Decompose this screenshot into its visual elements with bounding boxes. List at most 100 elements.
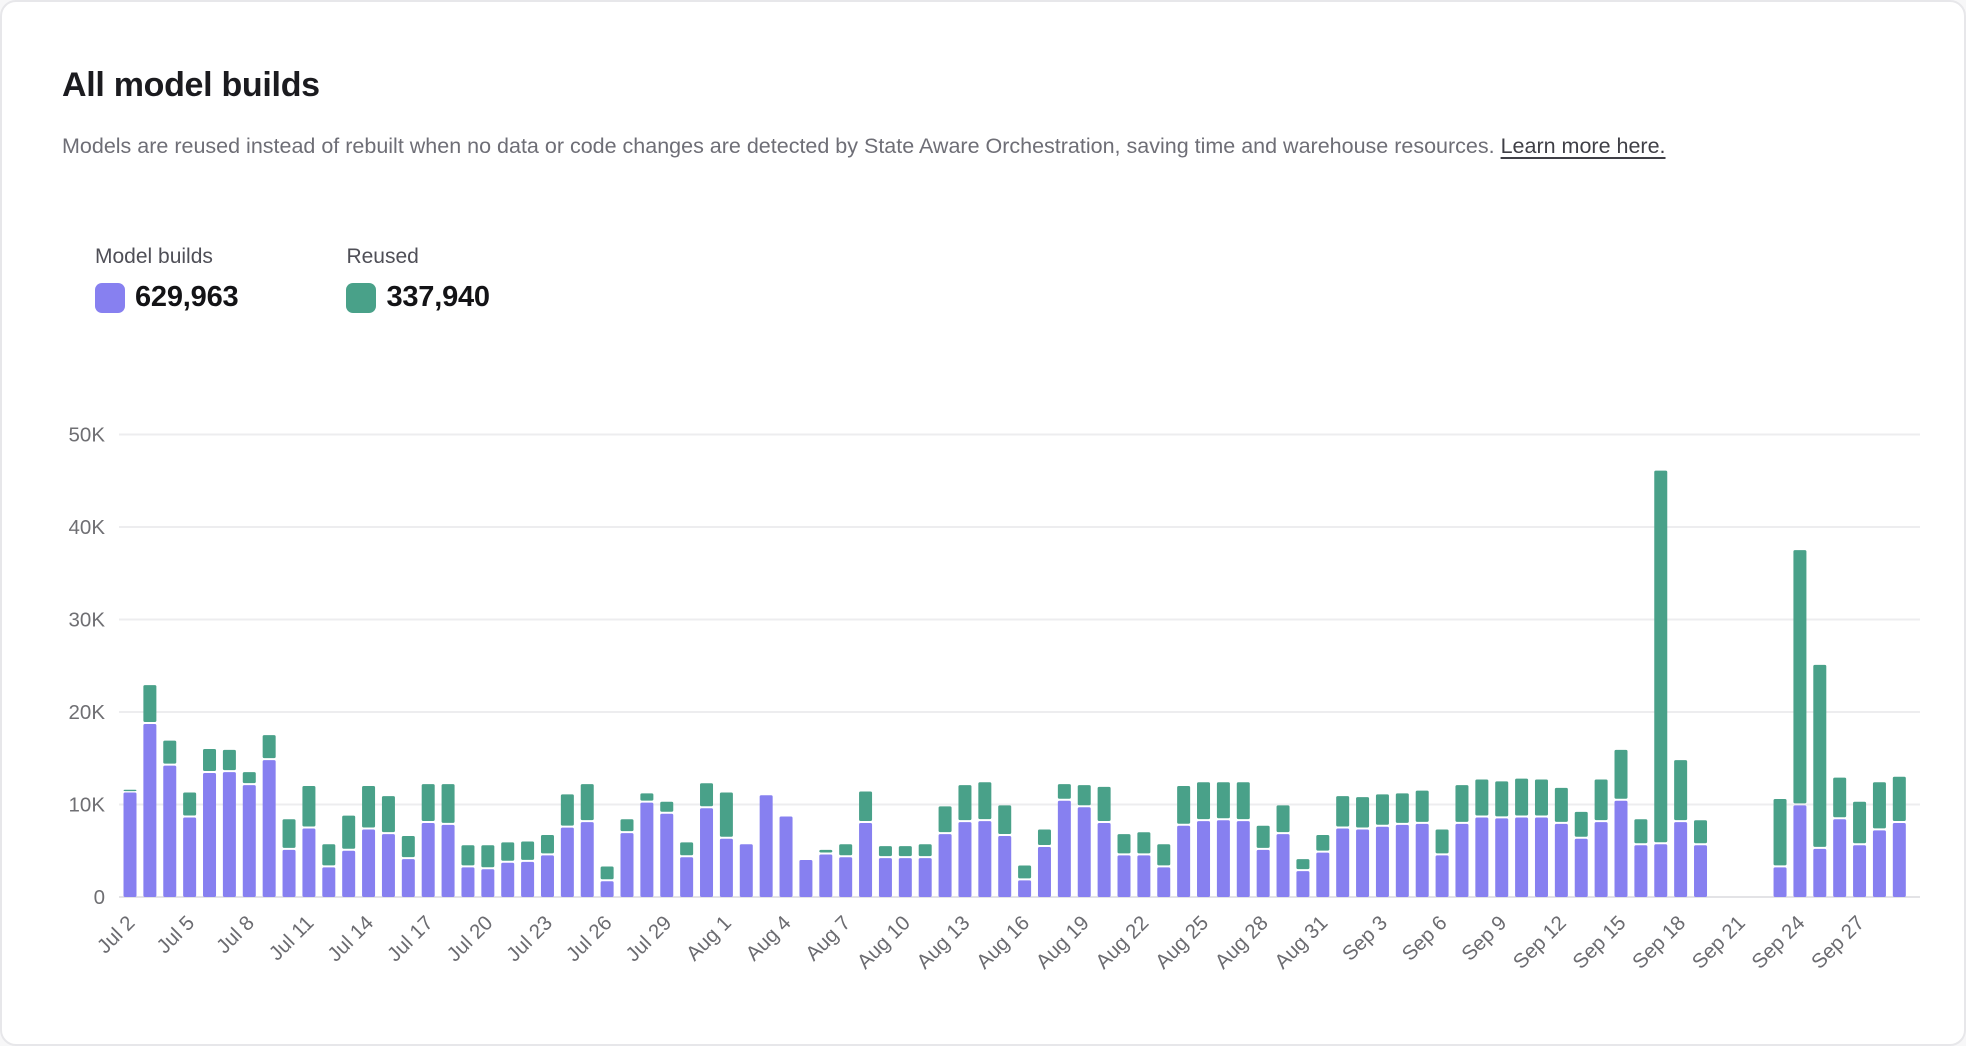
bar-reused[interactable]: [1853, 801, 1867, 844]
bar-model-builds[interactable]: [958, 822, 972, 897]
bar-model-builds[interactable]: [1395, 824, 1409, 897]
bar-model-builds[interactable]: [143, 724, 157, 897]
bar-reused[interactable]: [1276, 805, 1290, 833]
bar-model-builds[interactable]: [1773, 867, 1787, 897]
bar-reused[interactable]: [918, 844, 932, 857]
bar-reused[interactable]: [898, 846, 912, 857]
bar-model-builds[interactable]: [322, 867, 336, 897]
bar-model-builds[interactable]: [302, 828, 316, 897]
bar-reused[interactable]: [560, 794, 574, 826]
bar-model-builds[interactable]: [441, 824, 455, 897]
bar-model-builds[interactable]: [620, 833, 634, 897]
bar-model-builds[interactable]: [1495, 818, 1509, 897]
bar-model-builds[interactable]: [1216, 820, 1230, 897]
bar-reused[interactable]: [938, 806, 952, 833]
bar-reused[interactable]: [1177, 786, 1191, 824]
bar-reused[interactable]: [1534, 779, 1548, 816]
bar-reused[interactable]: [1197, 782, 1211, 820]
bar-reused[interactable]: [1157, 844, 1171, 866]
bar-model-builds[interactable]: [640, 802, 654, 897]
bar-model-builds[interactable]: [262, 760, 276, 897]
bar-model-builds[interactable]: [660, 813, 674, 897]
bar-model-builds[interactable]: [1236, 821, 1250, 897]
bar-model-builds[interactable]: [381, 834, 395, 897]
bar-reused[interactable]: [362, 786, 376, 828]
bar-reused[interactable]: [859, 791, 873, 821]
bar-reused[interactable]: [1833, 777, 1847, 818]
bar-reused[interactable]: [620, 819, 634, 832]
bar-model-builds[interactable]: [799, 860, 813, 897]
bar-model-builds[interactable]: [501, 862, 515, 897]
bar-reused[interactable]: [1773, 798, 1787, 866]
bar-reused[interactable]: [1018, 865, 1032, 879]
bar-reused[interactable]: [1515, 778, 1529, 816]
bar-model-builds[interactable]: [461, 867, 475, 897]
bar-model-builds[interactable]: [1077, 807, 1091, 897]
bar-reused[interactable]: [1375, 794, 1389, 825]
bar-model-builds[interactable]: [1137, 855, 1151, 897]
bar-model-builds[interactable]: [1455, 823, 1469, 897]
bar-reused[interactable]: [1037, 829, 1051, 846]
bar-reused[interactable]: [1694, 820, 1708, 844]
bar-model-builds[interactable]: [759, 795, 773, 897]
bar-model-builds[interactable]: [1435, 855, 1449, 897]
bar-model-builds[interactable]: [1574, 838, 1588, 897]
bar-reused[interactable]: [1077, 785, 1091, 806]
bar-reused[interactable]: [262, 735, 276, 759]
bar-reused[interactable]: [1256, 825, 1270, 848]
bar-model-builds[interactable]: [342, 850, 356, 897]
bar-reused[interactable]: [441, 784, 455, 823]
bar-reused[interactable]: [1216, 782, 1230, 819]
bar-reused[interactable]: [540, 835, 554, 854]
bar-reused[interactable]: [1634, 819, 1648, 844]
bar-model-builds[interactable]: [1654, 844, 1668, 897]
bar-reused[interactable]: [1495, 781, 1509, 817]
bar-model-builds[interactable]: [1316, 852, 1330, 897]
bar-reused[interactable]: [700, 783, 714, 807]
bar-reused[interactable]: [719, 792, 733, 837]
bar-model-builds[interactable]: [1594, 822, 1608, 897]
bar-reused[interactable]: [242, 772, 256, 784]
bar-model-builds[interactable]: [918, 858, 932, 897]
bar-model-builds[interactable]: [1674, 822, 1688, 897]
bar-model-builds[interactable]: [898, 858, 912, 897]
bar-model-builds[interactable]: [1018, 880, 1032, 897]
bar-reused[interactable]: [819, 849, 833, 853]
bar-model-builds[interactable]: [839, 857, 853, 897]
bar-model-builds[interactable]: [580, 822, 594, 897]
bar-reused[interactable]: [1236, 782, 1250, 820]
bar-model-builds[interactable]: [1872, 830, 1886, 897]
bar-reused[interactable]: [1415, 790, 1429, 822]
bar-reused[interactable]: [640, 793, 654, 801]
bar-reused[interactable]: [401, 835, 415, 858]
bar-reused[interactable]: [183, 792, 197, 816]
bar-model-builds[interactable]: [1276, 834, 1290, 897]
bar-reused[interactable]: [660, 801, 674, 812]
bar-model-builds[interactable]: [998, 835, 1012, 897]
bar-reused[interactable]: [1356, 797, 1370, 828]
bar-reused[interactable]: [342, 815, 356, 849]
bar-reused[interactable]: [1117, 834, 1131, 854]
bar-reused[interactable]: [1475, 779, 1489, 816]
bar-reused[interactable]: [878, 846, 892, 857]
bar-reused[interactable]: [1057, 784, 1071, 799]
bar-reused[interactable]: [203, 749, 217, 772]
bar-model-builds[interactable]: [938, 834, 952, 897]
bar-reused[interactable]: [1554, 787, 1568, 822]
bar-reused[interactable]: [1395, 793, 1409, 823]
bar-model-builds[interactable]: [1336, 828, 1350, 897]
bar-reused[interactable]: [1813, 664, 1827, 847]
bar-reused[interactable]: [1892, 776, 1906, 821]
bar-model-builds[interactable]: [700, 808, 714, 897]
bar-model-builds[interactable]: [1256, 849, 1270, 897]
bar-model-builds[interactable]: [1197, 821, 1211, 897]
bar-model-builds[interactable]: [1157, 867, 1171, 897]
bar-reused[interactable]: [282, 819, 296, 848]
bar-model-builds[interactable]: [1296, 871, 1310, 897]
bar-reused[interactable]: [1594, 779, 1608, 821]
bar-reused[interactable]: [421, 784, 435, 821]
bar-model-builds[interactable]: [1554, 823, 1568, 897]
bar-model-builds[interactable]: [1415, 823, 1429, 897]
bar-model-builds[interactable]: [222, 772, 236, 897]
bar-reused[interactable]: [222, 749, 236, 771]
